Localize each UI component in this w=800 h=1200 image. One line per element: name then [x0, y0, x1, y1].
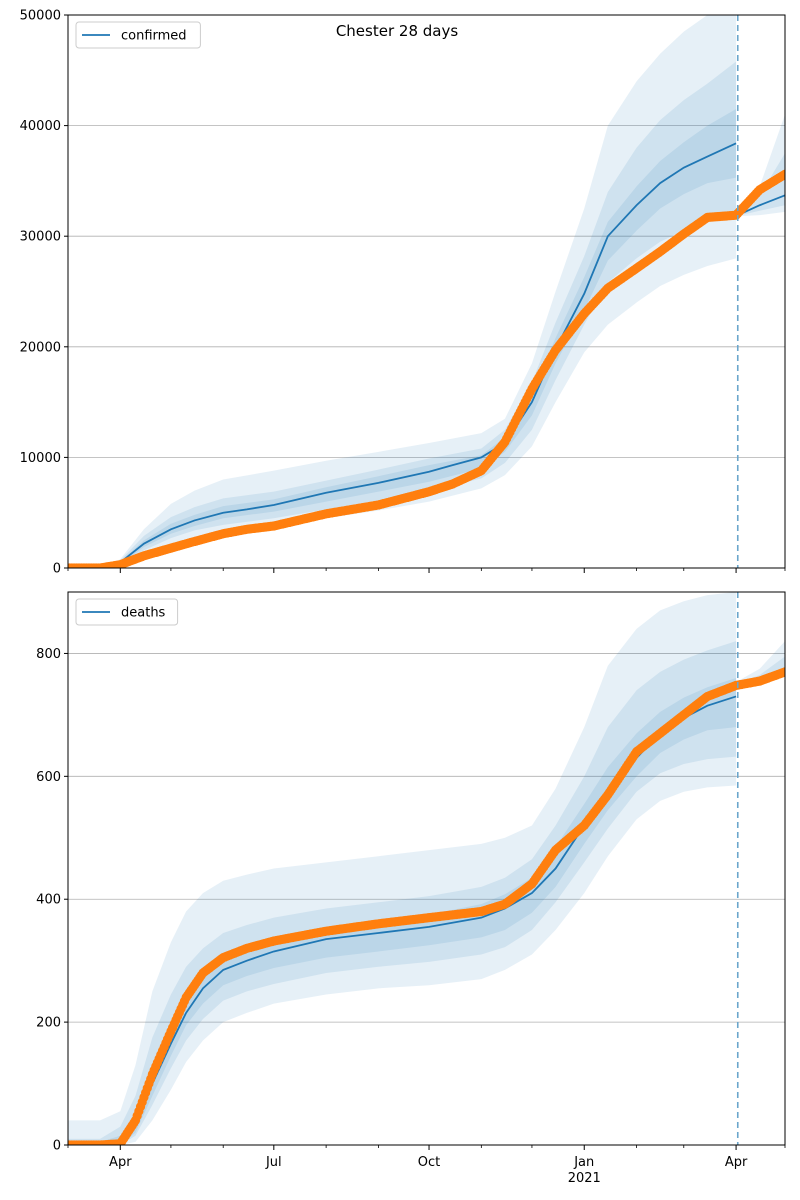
x-tick-sublabel: 2021 [568, 1171, 601, 1186]
plot-area [68, 592, 785, 1145]
figure-title: Chester 28 days [336, 22, 459, 40]
y-tick-label: 20000 [20, 340, 61, 355]
x-tick-label: Jan [573, 1155, 594, 1170]
y-tick-label: 400 [36, 893, 61, 908]
uncertainty-band-forecast-outer [737, 114, 785, 217]
x-tick-label: Oct [418, 1155, 440, 1170]
uncertainty-band-middle [68, 641, 737, 1145]
legend: confirmed [75, 21, 201, 49]
y-tick-label: 40000 [20, 119, 61, 134]
legend-box [75, 21, 201, 49]
series-line-confirmed [68, 142, 737, 568]
plot-area [68, 15, 785, 568]
legend: deaths [75, 598, 179, 626]
legend-box [75, 598, 179, 626]
observed-point [780, 169, 785, 179]
y-tick-label: 600 [36, 770, 61, 785]
x-tick-label: Jul [265, 1155, 282, 1170]
x-tick-label: Apr [725, 1155, 748, 1170]
x-tick-label: Apr [109, 1155, 132, 1170]
uncertainty-band-outer [68, 592, 737, 1145]
y-tick-label: 800 [36, 647, 61, 662]
y-tick-label: 10000 [20, 451, 61, 466]
observed-point [780, 667, 785, 677]
y-tick-label: 30000 [20, 230, 61, 245]
y-tick-label: 200 [36, 1016, 61, 1031]
confirmed-panel: 0 10000 20000 30000 40000 50000 confirmed [20, 9, 786, 577]
y-tick-label: 0 [53, 1139, 61, 1154]
axes-frame [67, 14, 786, 569]
legend-label: deaths [121, 606, 166, 621]
legend-label: confirmed [121, 29, 187, 44]
uncertainty-band-middle [68, 61, 737, 568]
uncertainty-band-inner [68, 109, 737, 568]
y-tick-label: 50000 [20, 9, 61, 24]
axes-frame [67, 591, 786, 1146]
y-tick-label: 0 [53, 562, 61, 577]
